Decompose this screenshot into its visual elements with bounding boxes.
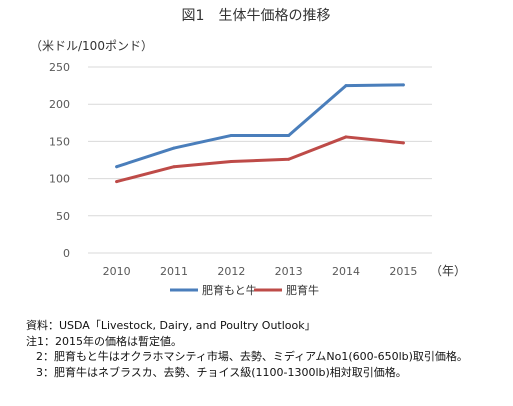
data-point (172, 146, 176, 150)
chart-title: 図1 生体牛価格の推移 (182, 8, 331, 24)
chart-notes: 資料：USDA「Livestock, Dairy, and Poultry Ou… (26, 318, 508, 380)
y-tick-label: 50 (56, 210, 70, 223)
data-point (344, 135, 348, 139)
y-tick-label: 200 (49, 98, 70, 111)
data-point (172, 165, 176, 169)
data-point (287, 133, 291, 137)
legend-label: 肥育もと牛 (202, 283, 257, 297)
data-point (287, 157, 291, 161)
y-tick-label: 0 (63, 247, 70, 260)
data-point (401, 141, 405, 145)
series-line-1 (115, 135, 405, 184)
y-tick-label: 150 (49, 135, 70, 148)
data-point (344, 84, 348, 88)
x-tick-label: 2015 (389, 265, 417, 278)
data-point (229, 133, 233, 137)
note-1: 注1：2015年の価格は暫定値。 (26, 334, 182, 348)
x-tick-label: 2014 (332, 265, 360, 278)
y-axis-unit-label: （米ドル/100ポンド） (30, 39, 153, 53)
x-axis-unit-label: （年） (430, 264, 466, 278)
y-tick-label: 250 (49, 61, 70, 74)
data-point (115, 180, 119, 184)
legend-label: 肥育牛 (286, 283, 319, 297)
x-tick-label: 2011 (160, 265, 188, 278)
x-tick-label: 2010 (103, 265, 131, 278)
x-tick-label: 2013 (275, 265, 303, 278)
note-source: 資料：USDA「Livestock, Dairy, and Poultry Ou… (26, 319, 316, 332)
series-line-0 (115, 83, 405, 169)
x-tick-label: 2012 (217, 265, 245, 278)
data-point (115, 165, 119, 169)
data-point (229, 159, 233, 163)
data-point (401, 83, 405, 87)
chart: 図1 生体牛価格の推移 （米ドル/100ポンド） （年） 0 50 100 150 20… (30, 8, 466, 297)
note-3: 3：肥育牛はネブラスカ、去勢、チョイス級(1100-1300lb)相対取引価格。 (36, 365, 407, 379)
y-tick-label: 100 (49, 173, 70, 186)
note-2: 2：肥育もと牛はオクラホマシティ市場、去勢、ミディアムNo1(600-650lb… (36, 350, 468, 363)
